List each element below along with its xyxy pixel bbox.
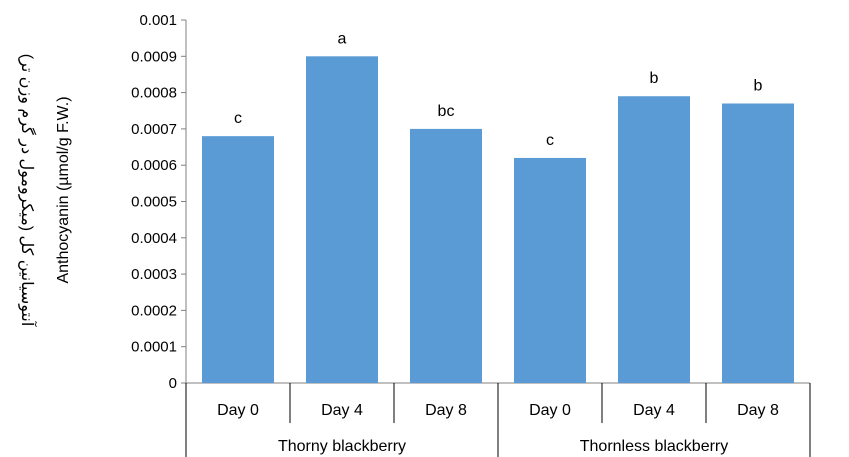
category-label: Day 8 <box>737 402 779 419</box>
y-tick-label: 0.001 <box>139 12 177 29</box>
significance-label: c <box>546 132 554 149</box>
axes <box>181 19 811 457</box>
y-tick-label: 0.0002 <box>131 302 177 319</box>
y-tick-label: 0.0001 <box>131 339 177 356</box>
bar <box>722 103 794 384</box>
y-tick-label: 0.0007 <box>131 121 177 138</box>
y-tick-label: 0.0003 <box>131 266 177 283</box>
bar <box>618 96 690 383</box>
category-label: Day 4 <box>321 402 363 419</box>
group-label: Thornless blackberry <box>580 438 729 455</box>
y-tick-label: 0.0008 <box>131 85 177 102</box>
category-label: Day 0 <box>529 402 571 419</box>
bar <box>514 157 586 383</box>
y-tick-label: 0.0004 <box>131 230 177 247</box>
category-label: Day 8 <box>425 402 467 419</box>
bar <box>306 56 378 384</box>
significance-label: a <box>338 30 347 47</box>
y-tick-label: 0.0009 <box>131 48 177 65</box>
y-tick-label: 0.0005 <box>131 194 177 211</box>
category-label: Day 0 <box>217 402 259 419</box>
category-labels: Day 0 Day 4 Day 8 Day 0 Day 4 Day 8 <box>217 402 779 419</box>
significance-label: c <box>234 110 242 127</box>
y-axis-label: Anthocyanin (µmol/g F.W.) <box>55 96 72 283</box>
bars <box>202 56 794 384</box>
y-tick-label: 0 <box>169 375 177 392</box>
bar <box>202 136 274 383</box>
significance-labels: c a bc c b b <box>234 30 763 149</box>
y-tick-label: 0.0006 <box>131 157 177 174</box>
significance-label: bc <box>438 103 455 120</box>
y-axis-label-persian: آنتوسیانین کل (میکرومول در گرم وزن تر) <box>18 54 38 328</box>
group-labels: Thorny blackberry Thornless blackberry <box>278 438 728 455</box>
y-tick-labels: 0 0.0001 0.0002 0.0003 0.0004 0.0005 0.0006 0.0… <box>131 12 177 392</box>
category-label: Day 4 <box>633 402 675 419</box>
bar <box>410 128 482 383</box>
significance-label: b <box>650 70 659 87</box>
significance-label: b <box>754 77 763 94</box>
group-label: Thorny blackberry <box>278 438 406 455</box>
